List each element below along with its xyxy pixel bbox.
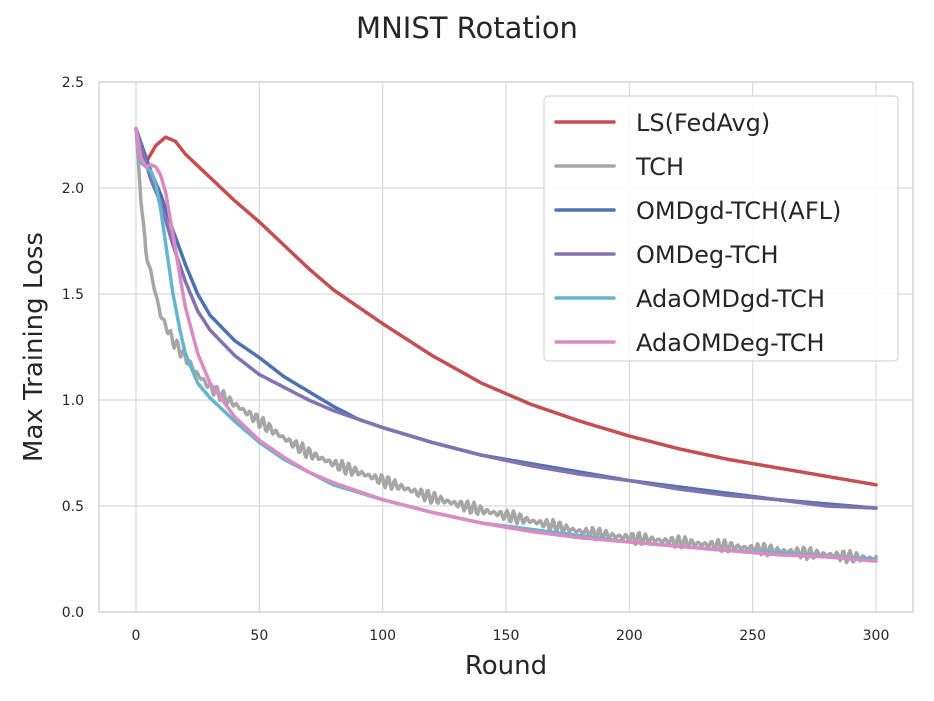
- x-tick-label: 100: [369, 628, 396, 644]
- y-tick-label: 2.0: [62, 181, 84, 197]
- y-axis-title: Max Training Loss: [19, 232, 49, 462]
- legend-label-adaomdgd-tch: AdaOMDgd-TCH: [636, 285, 825, 313]
- chart-title: MNIST Rotation: [356, 11, 578, 45]
- legend: LS(FedAvg) TCH OMDgd-TCH(AFL) OMDeg-TCH AdaO…: [543, 95, 899, 362]
- y-tick-label: 2.5: [62, 75, 84, 91]
- legend-label-ls-fedavg: LS(FedAvg): [636, 109, 770, 137]
- x-axis-title: Round: [465, 651, 547, 681]
- x-tick-label: 150: [493, 628, 520, 644]
- legend-label-omdeg-tch: OMDeg-TCH: [636, 241, 779, 269]
- legend-label-adaomdeg-tch: AdaOMDeg-TCH: [636, 329, 825, 357]
- legend-box: [543, 95, 899, 362]
- tick-labels: 0 50 100 150 200 250 300 0.0 0.5 1.0 1.5 2.0 2.5: [62, 75, 890, 644]
- series-line-ls-fedavg: [134, 126, 878, 487]
- series-line-adaomdeg-tch: [134, 126, 878, 563]
- x-tick-label: 50: [250, 628, 268, 644]
- legend-label-omdgd-tch-afl: OMDgd-TCH(AFL): [636, 197, 841, 225]
- series-line-omdeg-tch: [134, 126, 878, 510]
- y-tick-label: 1.0: [62, 393, 84, 409]
- y-tick-label: 0.5: [62, 499, 84, 515]
- series-group: [134, 126, 878, 565]
- x-tick-label: 0: [132, 628, 141, 644]
- series-line-tch: [134, 126, 878, 565]
- y-tick-label: 1.5: [62, 287, 84, 303]
- x-tick-label: 200: [616, 628, 643, 644]
- x-tick-label: 250: [739, 628, 766, 644]
- plot-frame: [98, 81, 914, 613]
- x-tick-label: 300: [863, 628, 890, 644]
- legend-label-tch: TCH: [635, 153, 684, 181]
- y-tick-label: 0.0: [62, 605, 84, 621]
